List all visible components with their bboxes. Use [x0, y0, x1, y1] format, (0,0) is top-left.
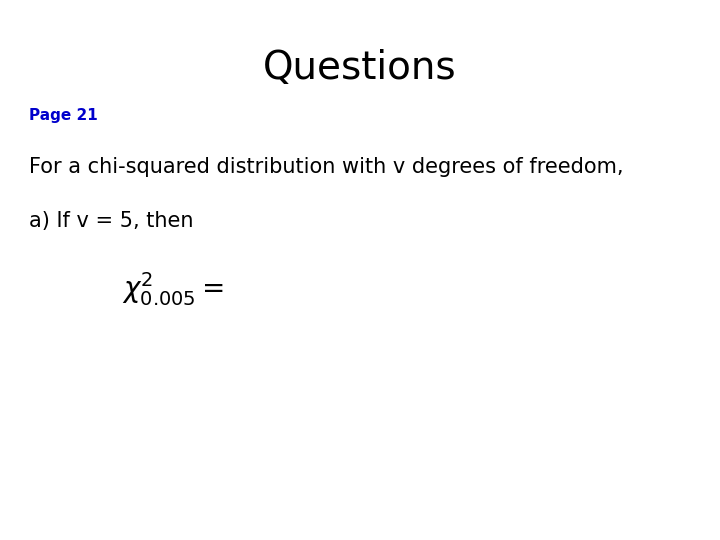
Text: For a chi-squared distribution with v degrees of freedom,: For a chi-squared distribution with v de…	[29, 157, 624, 177]
Text: $\chi^{2}_{0.005} =$: $\chi^{2}_{0.005} =$	[122, 270, 224, 308]
Text: a) If v = 5, then: a) If v = 5, then	[29, 211, 193, 231]
Text: Questions: Questions	[264, 49, 456, 86]
Text: Page 21: Page 21	[29, 108, 97, 123]
